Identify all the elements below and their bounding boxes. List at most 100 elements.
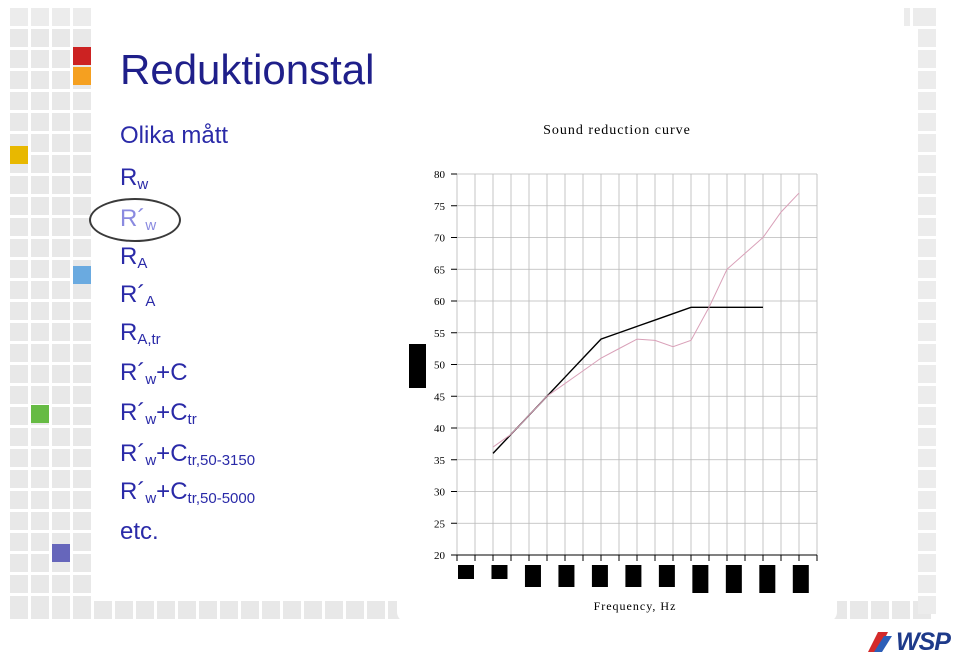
deco-tile [10,218,28,236]
deco-tile [10,601,28,619]
list-item-text: R´ [120,440,146,467]
deco-tile [52,218,70,236]
deco-tile [31,8,49,26]
list-item-rw: Rw [120,164,149,193]
deco-tile [73,470,91,488]
deco-accent-tile [73,266,91,284]
deco-tile [31,50,49,68]
list-item-text: etc. [120,518,159,545]
x-tick-label [558,565,575,587]
y-axis-label [409,344,426,388]
deco-tile [850,601,868,619]
reference-curve [492,306,763,454]
deco-tile [10,176,28,194]
deco-tile [31,470,49,488]
list-item-sub: w [145,371,157,388]
deco-tile [10,386,28,404]
deco-tile [73,365,91,383]
deco-tile [52,239,70,257]
list-item-tailsub: tr [187,411,197,428]
deco-tile [73,491,91,509]
deco-tile [52,386,70,404]
list-item-text: R [120,164,138,191]
deco-tile [918,575,936,593]
list-item-sub: w [137,176,149,193]
deco-accent-tile [73,67,91,85]
deco-tile [31,491,49,509]
list-item-intro: Olika mått [120,124,228,148]
deco-tile [52,407,70,425]
deco-tile [918,386,936,404]
deco-tile [918,134,936,152]
deco-tile [73,512,91,530]
deco-tile [31,260,49,278]
deco-tile [31,575,49,593]
deco-tile [73,344,91,362]
deco-tile [31,365,49,383]
deco-tile [918,449,936,467]
deco-tile [346,601,364,619]
deco-tile [157,601,175,619]
deco-tile [10,323,28,341]
deco-tile [73,281,91,299]
list-item-ra: RA [120,245,147,272]
deco-tile [10,365,28,383]
deco-tile [52,601,70,619]
deco-tile [31,601,49,619]
list-item-text: R´ [120,281,146,308]
x-tick-label [792,565,809,593]
deco-tile [10,92,28,110]
deco-tile [31,281,49,299]
list-item-sub: w [145,490,157,507]
deco-tile [52,365,70,383]
deco-tile [283,601,301,619]
deco-tile [918,92,936,110]
deco-accent-tile [52,544,70,562]
deco-tile [73,197,91,215]
deco-tile [918,554,936,572]
deco-tile [73,449,91,467]
deco-tile [73,601,91,619]
y-tick-label: 30 [434,487,446,499]
list-item-rw-ctr: R´w+Ctr [120,401,197,428]
deco-tile [52,575,70,593]
list-item-tail: +C [156,440,188,467]
deco-tile [73,155,91,173]
deco-tile [10,302,28,320]
deco-tile [31,533,49,551]
deco-tile [31,302,49,320]
x-tick-label [491,565,508,579]
deco-tile [31,428,49,446]
deco-tile [31,344,49,362]
x-tick-label [692,565,709,593]
deco-tile [10,281,28,299]
deco-tile [52,281,70,299]
sound-reduction-chart: Sound reduction curve 20 25 30 35 40 45 50 55 60 6… [409,123,818,613]
y-tick-label: 75 [434,201,446,213]
list-item-text: Olika mått [120,122,229,149]
deco-accent-tile [10,146,28,164]
list-item-rw-ctr-5000: R´w+Ctr,50-5000 [120,480,255,507]
y-tick-label: 40 [434,423,446,435]
deco-tile [136,601,154,619]
deco-tile [10,512,28,530]
deco-tile [52,512,70,530]
list-item-text: R [120,319,138,346]
x-tick-label [759,565,776,593]
deco-tile [367,601,385,619]
deco-tile [52,29,70,47]
list-item-tailsub: tr,50-3150 [187,452,256,469]
deco-tile [199,601,217,619]
deco-tile [52,323,70,341]
deco-accent-tile [31,405,49,423]
deco-tile [115,601,133,619]
deco-tile [31,71,49,89]
y-tick-label: 20 [434,550,446,562]
deco-tile [241,601,259,619]
deco-tile [31,92,49,110]
deco-tile [10,239,28,257]
list-item-sub: w [145,411,157,428]
deco-tile [52,491,70,509]
deco-tile [31,554,49,572]
deco-tile [918,281,936,299]
